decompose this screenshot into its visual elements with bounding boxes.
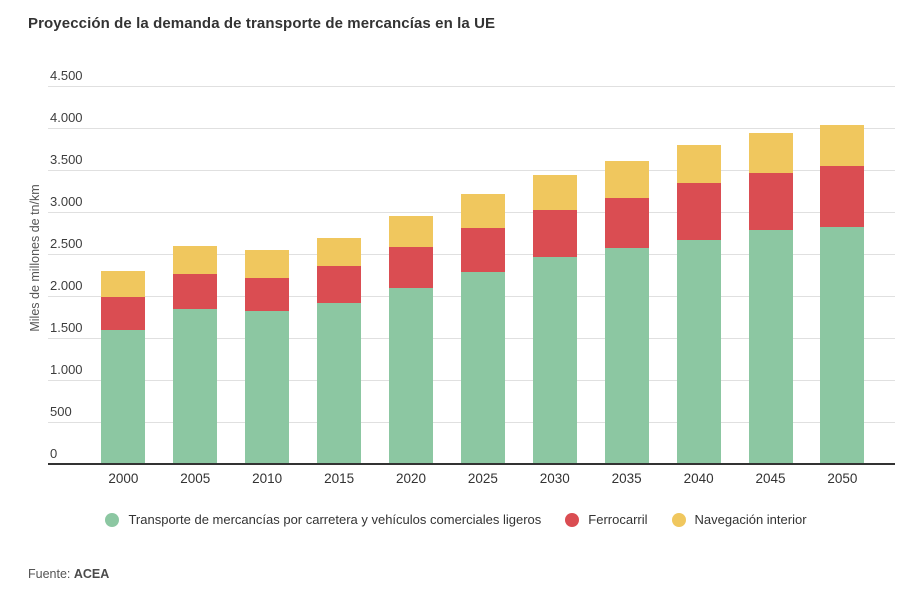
y-tick-label-0: 0 (50, 446, 58, 461)
x-tick-label-2035: 2035 (611, 471, 642, 486)
bar-segment-rail-2040[interactable] (676, 182, 721, 240)
bar-segment-road-2015[interactable] (317, 302, 362, 464)
bar-segment-rail-2035[interactable] (604, 197, 649, 249)
bar-segment-inland-2020[interactable] (389, 216, 433, 248)
source-label: Fuente: (28, 567, 71, 581)
bar-segment-inland-2010[interactable] (245, 249, 290, 279)
bar-segment-rail-2030[interactable] (532, 210, 577, 257)
bar-segment-inland-2035[interactable] (604, 160, 649, 198)
bar-segment-road-2050[interactable] (820, 227, 865, 464)
legend-item-rail: Ferrocarril (565, 512, 648, 527)
bar-segment-road-2005[interactable] (173, 308, 218, 464)
gridline-4.000 (48, 127, 895, 129)
y-tick-label-2.500: 2.500 (50, 236, 83, 251)
legend-dot-rail (565, 512, 580, 527)
bar-segment-inland-2030[interactable] (532, 175, 577, 211)
legend-label-inland: Navegación interior (694, 512, 807, 527)
bar-segment-rail-2010[interactable] (245, 278, 290, 312)
bar-segment-inland-2050[interactable] (820, 125, 865, 166)
legend-label-road: Transporte de mercancías por carretera y… (128, 512, 542, 527)
bar-segment-inland-2015[interactable] (317, 238, 362, 266)
y-tick-label-1.500: 1.500 (50, 320, 83, 335)
bar-segment-rail-2045[interactable] (748, 172, 793, 231)
bar-segment-inland-2045[interactable] (748, 133, 793, 173)
source-value: ACEA (73, 567, 110, 581)
gridline-4.500 (48, 85, 895, 87)
y-tick-label-4.000: 4.000 (50, 110, 83, 125)
bar-segment-road-2045[interactable] (748, 230, 793, 464)
bar-segment-road-2010[interactable] (245, 311, 290, 464)
legend-item-inland: Navegación interior (671, 512, 807, 527)
x-tick-label-2015: 2015 (324, 471, 355, 486)
legend-label-rail: Ferrocarril (588, 512, 648, 527)
y-tick-label-2.000: 2.000 (50, 278, 83, 293)
x-tick-label-2030: 2030 (539, 471, 570, 486)
x-tick-label-2025: 2025 (467, 471, 498, 486)
bar-segment-inland-2040[interactable] (676, 144, 721, 183)
bar-segment-rail-2005[interactable] (173, 274, 218, 309)
bar-segment-rail-2025[interactable] (460, 227, 505, 273)
bar-segment-rail-2000[interactable] (101, 296, 146, 330)
bar-segment-road-2035[interactable] (604, 248, 649, 464)
gridline-3.500 (48, 169, 895, 171)
y-tick-label-500: 500 (50, 404, 72, 419)
bar-segment-road-2000[interactable] (101, 329, 146, 464)
legend: Transporte de mercancías por carretera y… (0, 512, 912, 527)
legend-item-road: Transporte de mercancías por carretera y… (105, 512, 541, 527)
bar-segment-inland-2000[interactable] (101, 270, 146, 297)
bar-segment-inland-2025[interactable] (460, 194, 505, 228)
bar-segment-road-2030[interactable] (532, 256, 577, 464)
chart-title: Proyección de la demanda de transporte d… (28, 15, 496, 32)
x-tick-label-2045: 2045 (755, 471, 786, 486)
bar-segment-road-2040[interactable] (676, 239, 721, 464)
bar-segment-rail-2020[interactable] (389, 247, 433, 288)
legend-dot-inland (671, 512, 686, 527)
bar-segment-inland-2005[interactable] (173, 246, 218, 275)
y-tick-label-3.000: 3.000 (50, 194, 83, 209)
bar-segment-rail-2015[interactable] (317, 265, 362, 303)
x-tick-label-2050: 2050 (827, 471, 858, 486)
legend-dot-road (105, 512, 120, 527)
x-tick-label-2040: 2040 (683, 471, 714, 486)
bar-segment-rail-2050[interactable] (820, 165, 865, 228)
x-tick-label-2010: 2010 (252, 471, 283, 486)
x-tick-label-2000: 2000 (108, 471, 139, 486)
y-tick-label-3.500: 3.500 (50, 152, 83, 167)
source-line: Fuente: ACEA (28, 567, 109, 581)
x-axis-line (48, 463, 895, 465)
bar-segment-road-2025[interactable] (460, 272, 505, 464)
bar-segment-road-2020[interactable] (389, 287, 433, 464)
x-tick-label-2005: 2005 (180, 471, 211, 486)
y-tick-label-4.500: 4.500 (50, 68, 83, 83)
x-tick-label-2020: 2020 (395, 471, 427, 486)
y-tick-label-1.000: 1.000 (50, 362, 83, 377)
